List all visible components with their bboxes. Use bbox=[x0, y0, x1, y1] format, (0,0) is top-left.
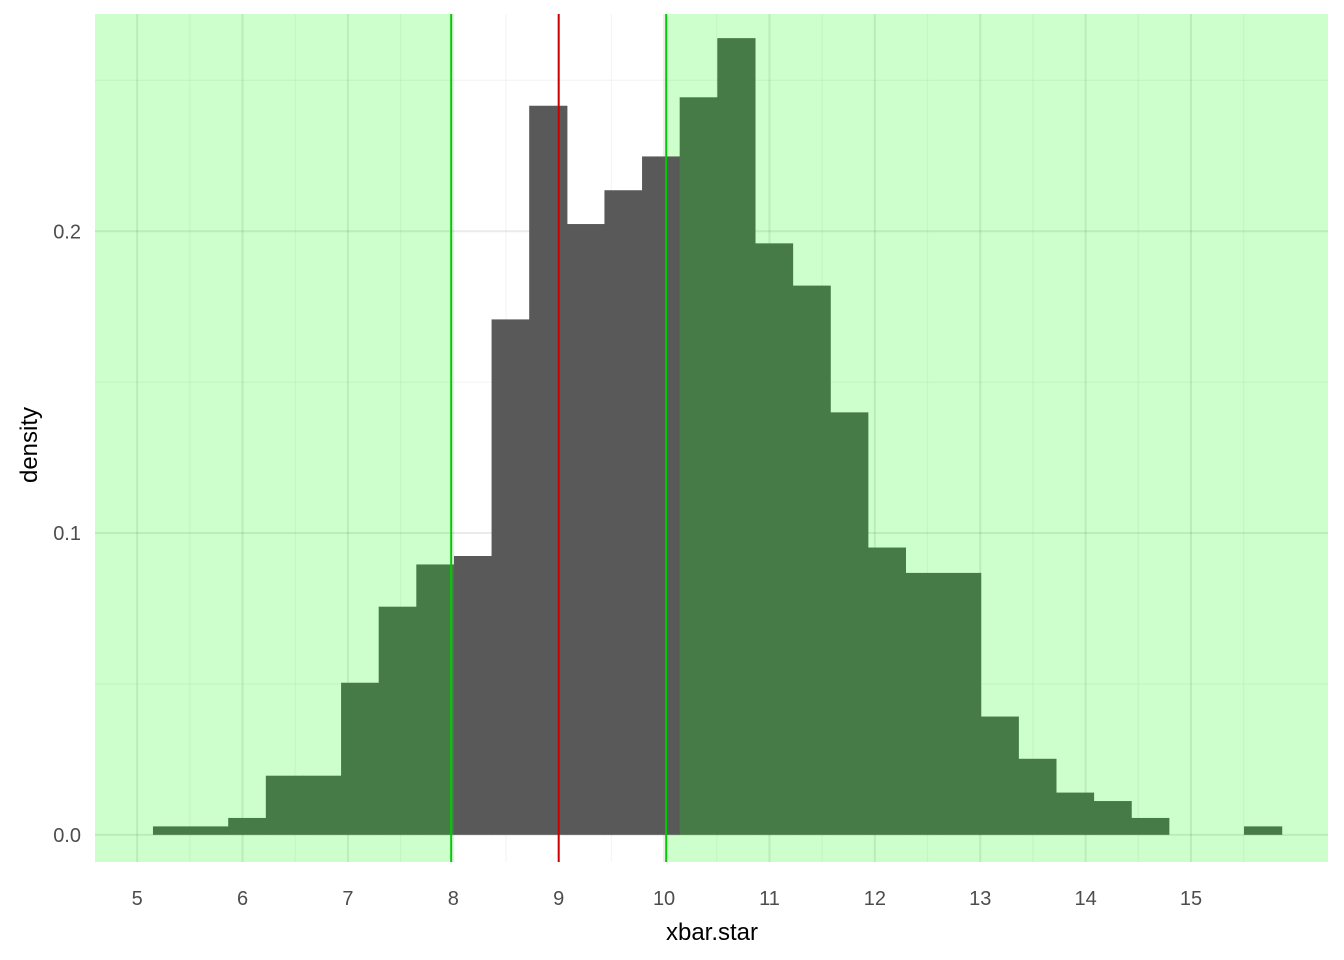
x-tick-label: 8 bbox=[448, 888, 459, 910]
histogram-bar bbox=[1018, 758, 1057, 835]
histogram-bar bbox=[190, 826, 229, 835]
histogram-bar bbox=[943, 572, 982, 835]
x-tick-label: 14 bbox=[1074, 888, 1096, 910]
histogram-bar bbox=[453, 555, 493, 835]
histogram-bar bbox=[905, 572, 944, 835]
histogram-bar bbox=[1244, 826, 1283, 835]
x-tick-label: 10 bbox=[653, 888, 675, 910]
histogram-bar bbox=[1131, 817, 1170, 835]
histogram-bar bbox=[341, 682, 380, 835]
histogram-bar bbox=[830, 412, 869, 835]
y-tick-label: 0.1 bbox=[53, 523, 81, 545]
x-axis-title: xbar.star bbox=[666, 919, 758, 946]
histogram-bar bbox=[1093, 801, 1132, 835]
y-tick-label: 0.2 bbox=[53, 221, 81, 243]
histogram-bar bbox=[1055, 792, 1095, 835]
histogram-bar bbox=[566, 224, 606, 835]
reference-lines bbox=[450, 14, 668, 862]
x-tick-label: 5 bbox=[132, 888, 143, 910]
histogram-bar bbox=[980, 716, 1019, 835]
histogram-bar bbox=[265, 775, 305, 835]
histogram-bar bbox=[491, 319, 530, 835]
histogram-bar bbox=[303, 775, 342, 835]
x-tick-label: 15 bbox=[1180, 888, 1202, 910]
histogram-bar bbox=[642, 156, 681, 835]
x-tick-label: 7 bbox=[342, 888, 353, 910]
histogram-bar bbox=[754, 243, 794, 835]
y-tick-label: 0.0 bbox=[53, 825, 81, 847]
x-tick-label: 6 bbox=[237, 888, 248, 910]
histogram-bar bbox=[228, 817, 267, 835]
x-tick-label: 12 bbox=[864, 888, 886, 910]
histogram-bar bbox=[717, 38, 756, 835]
histogram-bar bbox=[792, 285, 831, 835]
bars bbox=[152, 38, 1283, 835]
x-tick-label: 11 bbox=[759, 888, 780, 910]
y-axis-ticks: 0.0 0.1 0.2 bbox=[53, 221, 81, 847]
histogram-bar bbox=[604, 190, 643, 835]
x-tick-label: 9 bbox=[553, 888, 564, 910]
histogram-bar bbox=[529, 105, 568, 835]
histogram-bar bbox=[416, 564, 455, 835]
histogram-bar bbox=[378, 606, 417, 835]
y-axis-title: density bbox=[16, 407, 43, 483]
x-tick-label: 13 bbox=[969, 888, 991, 910]
histogram-bar bbox=[152, 826, 192, 835]
x-axis-ticks: 5 6 7 8 9 10 11 12 13 14 15 bbox=[132, 888, 1203, 910]
histogram-bar bbox=[867, 547, 907, 835]
histogram-bar bbox=[679, 97, 718, 835]
